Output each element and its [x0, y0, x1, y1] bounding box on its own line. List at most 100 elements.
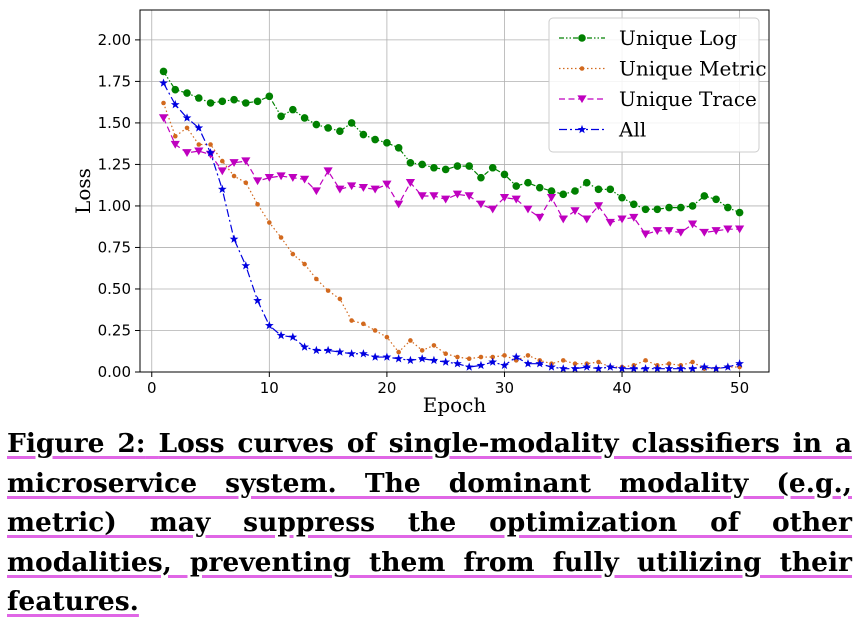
data-point-unique-log — [724, 203, 732, 212]
data-point-unique-log — [171, 85, 180, 94]
data-point-all — [323, 345, 333, 355]
data-point-all — [429, 355, 439, 365]
data-point-all — [359, 349, 368, 358]
data-point-all — [394, 354, 404, 363]
data-point-all — [558, 364, 568, 373]
data-point-all — [523, 359, 533, 368]
legend-item-all: All — [559, 118, 646, 142]
data-point-all — [476, 360, 486, 370]
data-point-unique-trace — [394, 200, 404, 209]
series-layer — [158, 67, 745, 373]
data-point-all — [711, 364, 721, 373]
data-point-unique-trace — [264, 174, 274, 182]
data-point-unique-log — [289, 105, 297, 114]
data-point-unique-log — [477, 173, 485, 182]
data-point-unique-log — [641, 205, 650, 214]
data-point-all — [605, 362, 615, 371]
data-point-unique-metric — [161, 100, 166, 106]
data-point-all — [676, 364, 686, 373]
y-tick-label: 2.00 — [98, 31, 131, 49]
data-point-unique-log — [430, 163, 438, 172]
data-point-unique-trace — [723, 225, 733, 234]
data-point-unique-metric — [196, 142, 202, 147]
data-point-unique-trace — [311, 187, 321, 196]
data-point-unique-log — [606, 185, 615, 194]
legend-label-unique-metric: Unique Metric — [619, 57, 767, 81]
data-point-unique-trace — [593, 202, 604, 211]
data-point-unique-log — [665, 203, 673, 212]
data-point-all — [629, 364, 639, 373]
legend-item-unique-metric: Unique Metric — [559, 57, 767, 81]
x-tick-label: 40 — [612, 379, 631, 397]
x-tick-label: 0 — [147, 379, 157, 397]
data-point-unique-metric — [243, 180, 249, 185]
data-point-unique-log — [394, 144, 403, 152]
data-point-unique-trace — [664, 227, 674, 235]
data-point-unique-metric — [572, 361, 578, 366]
data-point-all — [382, 352, 392, 361]
data-point-unique-trace — [382, 180, 392, 189]
data-point-unique-metric — [172, 133, 178, 139]
series-unique-log — [159, 67, 744, 217]
data-point-all — [264, 320, 274, 330]
data-point-all — [617, 364, 627, 373]
data-point-unique-log — [582, 178, 591, 187]
data-point-unique-log — [336, 127, 344, 136]
data-point-unique-trace — [170, 140, 180, 149]
data-point-unique-metric — [408, 338, 413, 343]
data-point-unique-metric — [690, 359, 695, 365]
legend-item-unique-trace: Unique Trace — [559, 87, 757, 111]
data-point-unique-log — [300, 114, 309, 122]
data-point-unique-trace — [370, 185, 380, 194]
data-point-unique-trace — [217, 167, 227, 176]
x-axis-label: Epoch — [423, 393, 487, 417]
data-point-all — [464, 362, 474, 371]
data-point-unique-metric — [478, 354, 484, 360]
legend-label-all: All — [618, 118, 646, 142]
data-point-unique-metric — [184, 125, 190, 131]
data-point-unique-trace — [735, 225, 745, 234]
data-point-unique-metric — [278, 235, 284, 240]
data-point-unique-metric — [208, 142, 213, 147]
caption-text: Loss curves of single-modality classifie… — [7, 428, 852, 617]
data-point-unique-log — [559, 190, 568, 199]
data-point-all — [735, 359, 744, 368]
data-point-all — [417, 354, 427, 363]
legend-marker-unique-log — [578, 34, 586, 42]
data-point-unique-metric — [337, 296, 343, 302]
data-point-unique-metric — [267, 220, 272, 225]
data-point-unique-metric — [643, 358, 648, 363]
data-point-all — [182, 113, 192, 122]
data-point-unique-log — [324, 124, 332, 132]
data-point-unique-trace — [358, 183, 368, 192]
data-point-unique-trace — [711, 227, 721, 235]
data-point-unique-trace — [511, 195, 521, 204]
data-point-all — [594, 364, 603, 373]
data-point-unique-log — [242, 99, 250, 107]
data-point-all — [547, 362, 556, 371]
data-point-unique-trace — [452, 190, 463, 199]
data-point-unique-log — [383, 139, 391, 147]
data-point-unique-metric — [455, 354, 460, 360]
data-point-unique-trace — [276, 172, 286, 181]
data-point-unique-metric — [525, 353, 531, 358]
data-point-unique-metric — [431, 343, 437, 348]
y-tick-label: 1.00 — [98, 197, 131, 215]
data-point-unique-log — [206, 99, 215, 107]
data-point-unique-metric — [490, 354, 496, 360]
data-point-unique-trace — [605, 218, 615, 227]
data-point-unique-log — [594, 185, 603, 194]
data-point-unique-metric — [255, 201, 260, 207]
data-point-unique-log — [453, 162, 462, 170]
data-point-unique-metric — [396, 349, 401, 355]
data-point-unique-log — [500, 170, 509, 179]
data-point-unique-metric — [466, 356, 472, 362]
data-point-all — [170, 100, 180, 109]
data-point-all — [335, 347, 345, 356]
data-point-unique-log — [347, 119, 356, 127]
data-point-unique-trace — [335, 185, 345, 194]
data-point-all — [453, 359, 462, 368]
data-point-all — [217, 184, 227, 194]
y-tick-label: 1.50 — [98, 114, 131, 132]
data-point-unique-trace — [476, 200, 486, 209]
